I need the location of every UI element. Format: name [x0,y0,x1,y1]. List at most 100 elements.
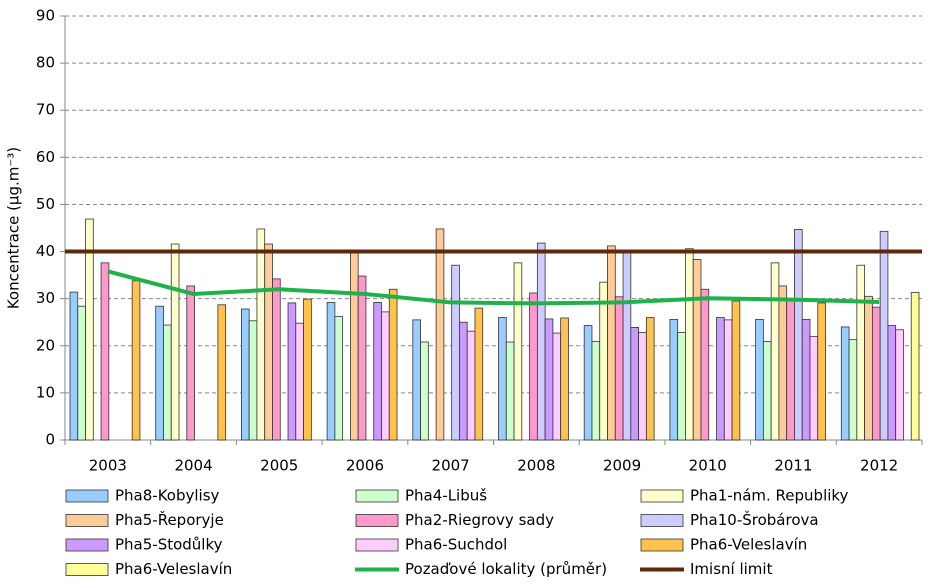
x-tick-label: 2012 [860,457,898,475]
bar [887,325,897,441]
bar [910,292,920,441]
y-tick-label: 0 [45,431,55,449]
bar [770,262,780,441]
legend-swatch [355,514,399,527]
bar [100,262,110,441]
legend-swatch [355,538,399,552]
bar [69,291,79,441]
bar [303,298,312,441]
bar [529,292,538,441]
legend-swatch [355,489,399,503]
bar [350,251,359,441]
bar [272,278,281,441]
legend-swatch [65,563,109,576]
bar [786,298,795,441]
bar [723,319,733,441]
legend-label: Pha6-Veleslavín [690,536,807,554]
bar [583,325,593,441]
bar [248,320,258,441]
bar [420,341,429,441]
legend-label: Imisní limit [690,560,773,578]
bar [591,341,601,441]
bar [801,318,811,441]
bar [755,318,764,441]
y-tick-label: 50 [36,195,55,213]
x-tick-label: 2003 [89,457,127,475]
legend-label: Pha8-Kobylisy [115,487,220,505]
y-tick-label: 20 [36,336,55,354]
bar [879,230,889,441]
bar [264,243,273,441]
x-tick-label: 2005 [260,457,298,475]
bar [778,285,788,441]
line [107,269,880,306]
bar [459,321,468,441]
legend-label: Pha6-Suchdol [405,536,507,554]
bar [435,228,445,441]
bar [498,317,507,441]
y-tick-label: 80 [36,54,55,72]
x-tick-label: 2004 [174,457,212,475]
bar [357,275,367,441]
bar [513,262,523,441]
bar [381,311,390,441]
y-tick-label: 60 [36,148,55,166]
x-tick-label: 2011 [774,457,812,475]
bar [451,264,460,441]
bar [614,296,624,441]
bar [295,322,304,441]
bar [388,288,398,441]
bar [373,302,382,441]
bar [677,332,686,441]
bar [700,288,710,441]
legend-swatch [640,538,684,552]
y-tick-label: 10 [36,383,55,401]
legend-label: Pha2-Riegrovy sady [405,511,554,529]
y-axis-title: Koncentrace (µg.m⁻³) [5,147,23,309]
bar [856,264,866,441]
bar [536,242,546,441]
bar [256,228,266,441]
bar [155,305,164,441]
bar [560,317,569,441]
legend-label: Pozaďové lokality (průměr) [405,560,607,578]
x-tick-label: 2008 [517,457,555,475]
bar [334,316,344,441]
y-tick-label: 30 [36,289,55,307]
legend-label: Pha4-Libuš [405,487,487,505]
y-tick-label: 90 [36,7,55,25]
legend-swatch [65,489,109,503]
bar [840,326,850,441]
bar [544,318,554,441]
legend-swatch [65,514,109,527]
bar [474,307,484,441]
bar [630,327,639,441]
legend-label: Pha5-Stodůlky [115,536,223,554]
bar [622,249,632,441]
x-tick-label: 2007 [432,457,470,475]
bar [731,300,741,441]
legend-label: Pha5-Řeporyje [115,510,224,529]
legend-label: Pha6-Veleslavín [115,560,232,578]
bar [77,305,86,441]
y-tick-label: 70 [36,101,55,119]
bar [599,281,608,441]
bar [794,229,803,441]
bar [170,243,180,441]
bar [864,295,873,441]
bar [607,245,616,441]
bar [809,335,819,441]
bar [412,319,421,441]
bar [217,304,227,441]
bar [466,330,476,441]
bar [848,339,858,441]
bar [716,317,725,441]
bar [685,248,694,441]
bar [692,259,702,441]
bar [163,324,172,441]
bar [287,302,297,441]
legend-swatch [65,538,109,552]
bar [762,341,772,441]
y-tick-label: 40 [36,242,55,260]
